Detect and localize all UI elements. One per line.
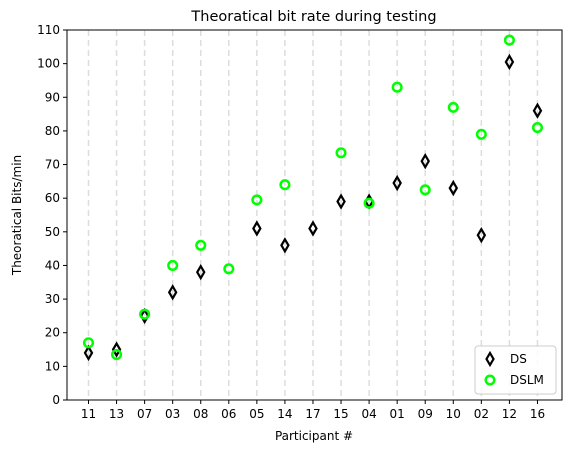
x-tick-label: 03	[165, 407, 180, 421]
chart-title: Theoratical bit rate during testing	[190, 9, 436, 25]
y-tick-label: 100	[37, 57, 60, 71]
ds-point	[420, 152, 430, 170]
x-axis: 11 13 07 03 08 06 05 14 17 15 04 01 09 10 02 12 16	[81, 400, 545, 421]
y-tick-label: 40	[45, 258, 60, 272]
legend-label: DSLM	[510, 373, 544, 387]
ds-point	[111, 341, 122, 358]
ds-point	[167, 284, 178, 301]
dslm-point	[475, 128, 487, 140]
ds-point	[476, 226, 487, 244]
dslm-point	[363, 197, 375, 209]
x-tick-label: 10	[446, 407, 461, 421]
y-axis-label: Theoratical Bits/min	[10, 155, 24, 276]
dslm-point	[82, 337, 95, 349]
x-tick-label: 17	[305, 407, 320, 421]
y-tick-label: 110	[37, 23, 60, 37]
x-tick-label: 05	[249, 407, 264, 421]
y-tick-label: 20	[45, 326, 60, 340]
x-tick-label: 06	[221, 407, 236, 421]
dslm-point	[503, 34, 515, 46]
x-tick-label: 02	[474, 407, 489, 421]
ds-point	[336, 193, 346, 210]
dslm-point	[531, 121, 544, 134]
ds-point	[532, 102, 543, 119]
x-tick-label: 11	[81, 407, 96, 421]
legend: DS DSLM	[474, 345, 557, 395]
legend-label: DS	[510, 352, 527, 366]
ds-point	[308, 220, 318, 237]
y-axis: 0 10 20 30 40 50 60 70 80 90 100 110	[37, 23, 67, 407]
y-tick-label: 60	[45, 191, 60, 205]
ds-point	[392, 174, 402, 192]
dslm-point	[251, 194, 263, 206]
dslm-point	[195, 239, 207, 251]
dslm-point	[139, 308, 151, 320]
dslm-point	[391, 81, 403, 93]
y-tick-label: 80	[45, 124, 60, 138]
x-tick-label: 01	[390, 407, 405, 421]
dslm-point	[223, 263, 235, 275]
x-tick-label: 07	[137, 407, 152, 421]
ds-point	[83, 344, 94, 362]
plot-frame	[66, 29, 563, 401]
x-tick-label: 13	[109, 407, 124, 421]
x-tick-label: 16	[530, 407, 545, 421]
y-tick-label: 50	[45, 225, 60, 239]
legend-marker-dslm	[484, 374, 496, 386]
y-tick-label: 0	[52, 393, 60, 407]
grid	[87, 30, 539, 400]
ds-point	[252, 220, 262, 237]
x-tick-label: 15	[333, 407, 348, 421]
y-tick-label: 30	[45, 292, 60, 306]
y-tick-label: 90	[45, 90, 60, 104]
x-tick-label: 04	[361, 407, 376, 421]
legend-marker-ds	[485, 350, 495, 368]
dslm-point	[335, 147, 347, 159]
legend-box	[474, 345, 557, 395]
ds-point	[448, 179, 459, 197]
x-tick-label: 14	[277, 407, 292, 421]
x-tick-label: 08	[193, 407, 208, 421]
ds-point	[139, 307, 150, 325]
dslm-point	[279, 179, 291, 191]
ds-point	[195, 263, 206, 281]
y-tick-label: 10	[45, 359, 60, 373]
ds-point	[280, 237, 290, 254]
data-points	[82, 34, 544, 362]
ds-point	[504, 53, 515, 71]
x-axis-label: Participant #	[275, 429, 353, 443]
x-tick-label: 12	[502, 407, 517, 421]
x-tick-label: 09	[418, 407, 433, 421]
dslm-point	[419, 184, 431, 196]
y-tick-label: 70	[45, 158, 60, 172]
dslm-point	[447, 101, 459, 113]
dslm-point	[167, 259, 179, 272]
dslm-point	[111, 349, 123, 361]
